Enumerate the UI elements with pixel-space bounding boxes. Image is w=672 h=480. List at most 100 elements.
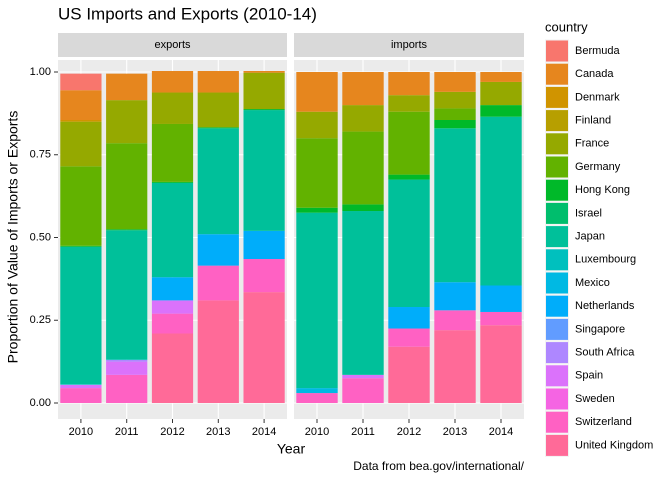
legend-label: Finland xyxy=(575,115,611,127)
legend-label: South Africa xyxy=(575,347,635,359)
bar-segment xyxy=(243,109,285,111)
bar-segment xyxy=(197,71,239,93)
x-tick-label: 2012 xyxy=(397,426,421,438)
x-tick-label: 2012 xyxy=(160,426,184,438)
bar-segment xyxy=(151,313,194,334)
bar-segment xyxy=(342,72,384,106)
legend-label: Sweden xyxy=(575,393,615,405)
bar-segment xyxy=(151,71,194,93)
bar-segment xyxy=(106,359,148,360)
bar-segment xyxy=(197,128,239,235)
bar-segment xyxy=(388,328,430,347)
legend-swatch xyxy=(546,63,568,85)
bar-segment xyxy=(434,330,476,403)
bar-segment xyxy=(388,179,430,308)
bar-segment xyxy=(151,277,194,301)
bar-segment xyxy=(243,259,285,293)
legend-label: Singapore xyxy=(575,323,625,335)
bar-segment xyxy=(434,282,476,311)
legend-label: Germany xyxy=(575,161,621,173)
bar-segment xyxy=(434,119,476,129)
bar-segment xyxy=(434,128,476,283)
bar-segment xyxy=(151,300,194,314)
legend-swatch xyxy=(546,86,568,108)
bar-segment xyxy=(342,374,384,379)
bar-segment xyxy=(60,246,102,385)
x-tick-label: 2014 xyxy=(489,426,513,438)
bar-segment xyxy=(480,105,522,117)
bar-segment xyxy=(243,110,285,231)
bar-segment xyxy=(342,204,384,212)
bar-segment xyxy=(197,300,239,403)
bar-segment xyxy=(60,90,102,120)
bar-segment xyxy=(434,72,476,92)
bar-segment xyxy=(106,374,148,403)
legend-swatch xyxy=(546,133,568,155)
strip xyxy=(58,33,287,57)
legend-label: Japan xyxy=(575,231,605,243)
legend-swatch xyxy=(546,179,568,201)
bar-segment xyxy=(480,116,522,286)
bar-segment xyxy=(342,131,384,205)
bar-segment xyxy=(151,92,194,124)
bar-segment xyxy=(60,388,102,403)
bar-segment xyxy=(151,181,194,183)
legend-title: country xyxy=(545,19,588,34)
bar-segment xyxy=(480,72,522,82)
legend-swatch xyxy=(546,411,568,433)
y-tick-label: 0.50 xyxy=(30,231,51,243)
bar-segment xyxy=(296,72,338,112)
bar-segment xyxy=(60,384,102,385)
x-axis-label: Year xyxy=(277,441,306,457)
bar-segment xyxy=(197,127,239,129)
legend-label: Canada xyxy=(575,68,614,80)
legend-label: Mexico xyxy=(575,277,610,289)
x-tick-label: 2010 xyxy=(69,426,93,438)
bar-segment xyxy=(60,166,102,246)
bar-segment xyxy=(388,307,430,329)
legend-swatch xyxy=(546,156,568,178)
bar-segment xyxy=(342,105,384,132)
bar-segment xyxy=(296,111,338,139)
bar-segment xyxy=(388,95,430,112)
bar-segment xyxy=(434,108,476,120)
y-axis-label: Proportion of Value of Imports or Export… xyxy=(5,111,21,364)
bar-segment xyxy=(480,311,522,326)
legend-swatch xyxy=(546,110,568,132)
legend-label: United Kingdom xyxy=(575,439,653,451)
bar-segment xyxy=(106,100,148,144)
bar-segment xyxy=(296,212,338,389)
legend-label: Bermuda xyxy=(575,45,621,57)
bar-segment xyxy=(296,388,338,394)
strip xyxy=(294,33,524,57)
legend-label: Netherlands xyxy=(575,300,635,312)
legend-swatch xyxy=(546,249,568,271)
legend-label: Hong Kong xyxy=(575,184,630,196)
bar-segment xyxy=(480,325,522,403)
legend-swatch xyxy=(546,295,568,317)
x-tick-label: 2011 xyxy=(115,426,139,438)
legend-label: France xyxy=(575,138,609,150)
bar-segment xyxy=(106,143,148,230)
y-tick-label: 1.00 xyxy=(30,66,51,78)
bar-segment xyxy=(106,361,148,375)
bar-segment xyxy=(60,121,102,167)
legend-swatch xyxy=(546,342,568,364)
legend-label: Israel xyxy=(575,207,602,219)
legend-swatch xyxy=(546,434,568,456)
y-tick-label: 0.75 xyxy=(30,149,51,161)
x-tick-label: 2013 xyxy=(206,426,230,438)
bar-segment xyxy=(480,285,522,312)
bar-segment xyxy=(243,72,285,110)
bar-segment xyxy=(151,182,194,278)
bar-segment xyxy=(243,292,285,403)
x-tick-label: 2014 xyxy=(252,426,276,438)
legend-swatch xyxy=(546,318,568,340)
bar-segment xyxy=(197,265,239,301)
y-tick-label: 0.00 xyxy=(30,397,51,409)
legend-swatch xyxy=(546,226,568,248)
legend-swatch xyxy=(546,202,568,224)
bar-segment xyxy=(388,174,430,180)
